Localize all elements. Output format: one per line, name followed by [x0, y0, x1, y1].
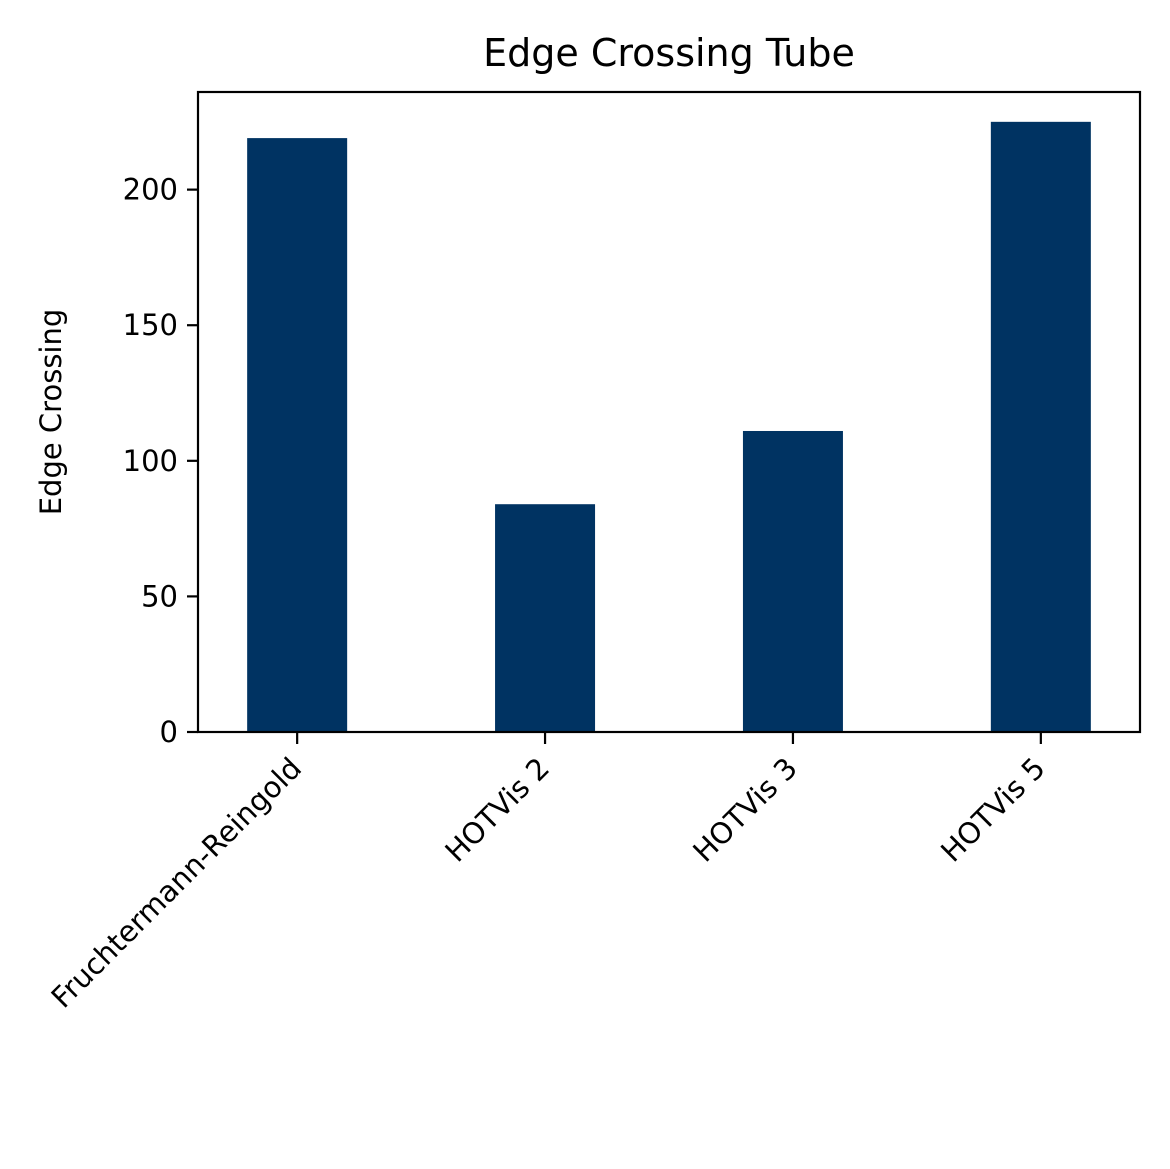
x-tick-label-3: HOTVis 3: [686, 751, 804, 869]
y-tick-label-0: 0: [160, 715, 178, 749]
y-tick-label-100: 100: [123, 444, 178, 478]
plot-area: 0 50 100 150 200 Fruchtermann-Reingold HOTVis …: [44, 90, 1142, 1015]
y-tick-label-200: 200: [123, 173, 178, 207]
bar-2: [495, 504, 596, 732]
chart-title: Edge Crossing Tube: [483, 31, 855, 75]
bar-1: [247, 138, 348, 733]
x-tick-label-1: Fruchtermann-Reingold: [44, 751, 308, 1015]
bar-4: [990, 121, 1091, 732]
x-tick-label-2: HOTVis 2: [438, 751, 556, 869]
plot-frame: [196, 90, 1142, 734]
x-tick-label-4: HOTVis 5: [934, 751, 1052, 869]
y-tick-label-50: 50: [141, 579, 178, 613]
y-tick-label-150: 150: [123, 308, 178, 342]
y-axis-label: Edge Crossing: [34, 309, 68, 516]
bar-3: [742, 430, 843, 732]
